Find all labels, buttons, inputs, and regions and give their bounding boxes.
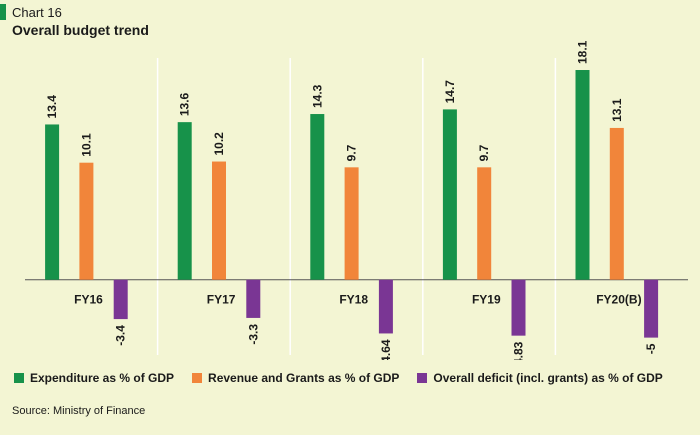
data-label: 9.7 xyxy=(345,144,359,161)
x-tick-label: FY20(B) xyxy=(596,293,641,307)
chart-number-marker xyxy=(0,4,6,20)
source-note: Source: Ministry of Finance xyxy=(12,405,146,417)
bar-FY18-expenditure xyxy=(310,114,325,280)
data-label: -3.3 xyxy=(246,324,260,345)
legend-label-expenditure: Expenditure as % of GDP xyxy=(30,371,175,385)
legend-item-revenue: Revenue and Grants as % of GDP xyxy=(192,371,399,385)
bar-FY19-deficit xyxy=(511,279,526,336)
data-label: 13.1 xyxy=(610,98,624,122)
data-label: 10.1 xyxy=(79,133,93,157)
data-label: 13.6 xyxy=(178,92,192,116)
data-label: 9.7 xyxy=(477,144,491,161)
bar-chart: 13.4 10.1 -3.4 FY16 13.6 10.2 -3.3 FY17 14.3 9.7 -… xyxy=(25,40,688,360)
chart-number-label: Chart 16 xyxy=(12,4,62,20)
chart-title: Overall budget trend xyxy=(12,22,149,38)
data-label: 13.4 xyxy=(45,95,59,119)
legend-swatch-deficit xyxy=(417,373,428,383)
bar-FY16-deficit xyxy=(113,279,128,320)
legend: Expenditure as % of GDP Revenue and Gran… xyxy=(14,371,694,385)
data-label: 18.1 xyxy=(576,40,590,64)
x-tick-label: FY17 xyxy=(207,293,236,307)
bar-FY16-revenue xyxy=(79,162,94,280)
bar-FY17-deficit xyxy=(246,279,261,318)
legend-item-deficit: Overall deficit (incl. grants) as % of G… xyxy=(417,371,663,385)
bar-FY20(B)-expenditure xyxy=(575,70,590,280)
bar-FY19-revenue xyxy=(477,167,492,280)
data-label: 10.2 xyxy=(212,132,226,156)
data-label: -4.83 xyxy=(512,341,526,360)
chart-number: Chart 16 xyxy=(0,4,62,20)
data-label: -4.64 xyxy=(379,339,393,360)
bar-FY20(B)-revenue xyxy=(609,127,624,280)
data-label: -5 xyxy=(644,343,658,354)
bar-FY17-revenue xyxy=(212,161,226,280)
legend-swatch-expenditure xyxy=(14,373,24,383)
bar-FY18-revenue xyxy=(344,167,359,280)
data-label: 14.7 xyxy=(443,80,457,104)
data-label: -3.4 xyxy=(114,325,128,346)
bar-FY20(B)-deficit xyxy=(644,279,659,338)
bar-FY16-expenditure xyxy=(45,124,60,280)
bar-FY19-expenditure xyxy=(442,109,457,280)
data-label: 14.3 xyxy=(310,84,324,108)
x-tick-label: FY18 xyxy=(339,293,368,307)
legend-swatch-revenue xyxy=(192,373,203,383)
x-tick-label: FY19 xyxy=(472,293,501,307)
bar-FY17-expenditure xyxy=(177,122,192,280)
legend-label-deficit: Overall deficit (incl. grants) as % of G… xyxy=(433,371,663,385)
x-tick-label: FY16 xyxy=(74,293,103,307)
bar-FY18-deficit xyxy=(378,279,393,334)
legend-item-expenditure: Expenditure as % of GDP xyxy=(14,371,174,385)
legend-label-revenue: Revenue and Grants as % of GDP xyxy=(208,371,400,385)
